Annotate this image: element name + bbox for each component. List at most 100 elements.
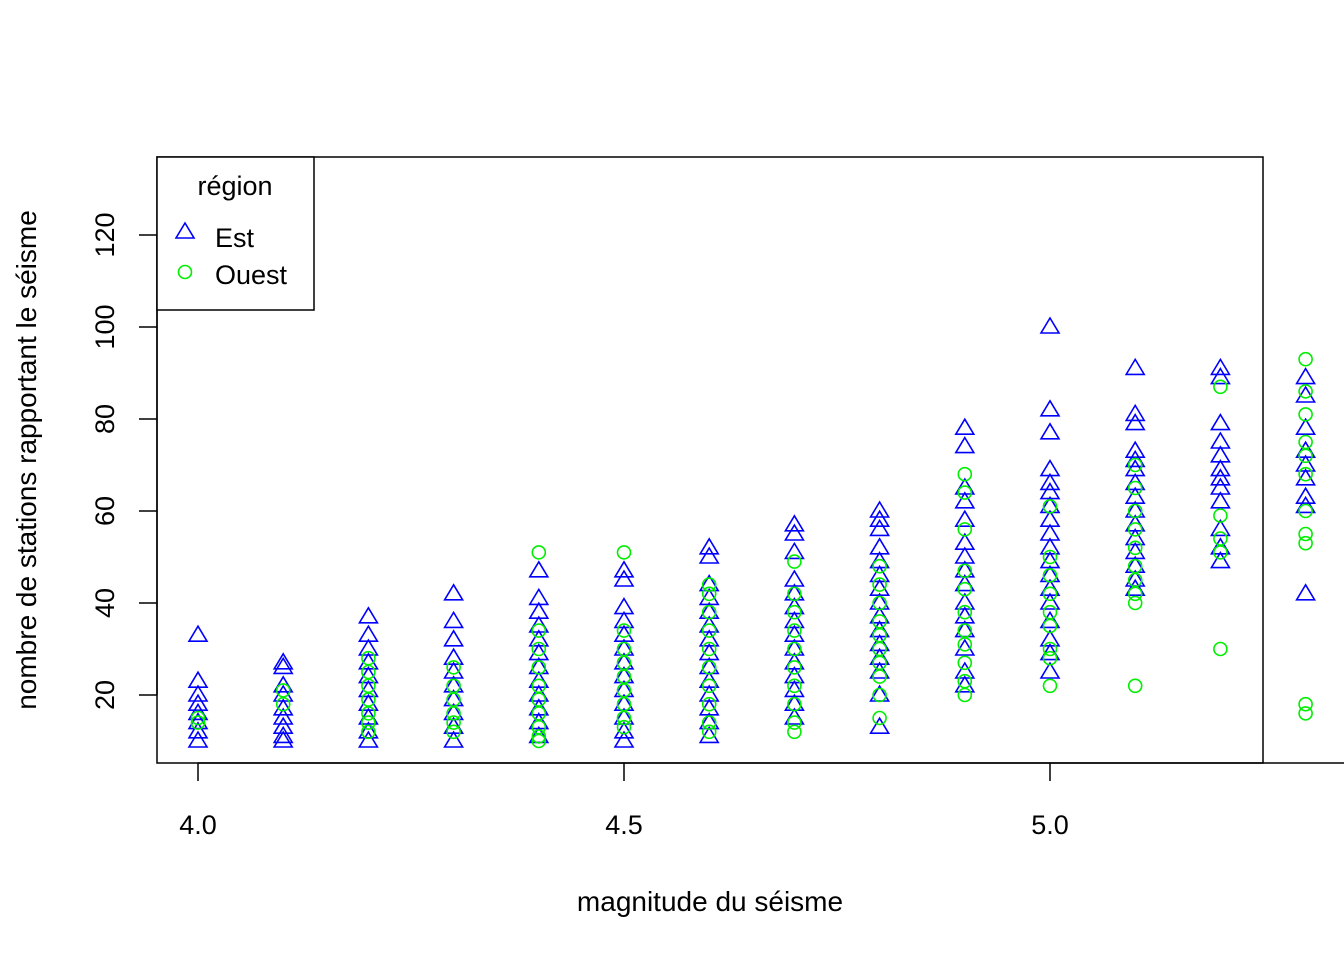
point-est (1124, 357, 1146, 376)
point-est (272, 656, 294, 675)
point-ouest (787, 554, 802, 569)
point-est (1295, 385, 1317, 403)
point-ouest (1298, 706, 1313, 721)
legend-title: région (197, 171, 272, 201)
point-ouest (1042, 549, 1058, 565)
point-est (528, 560, 550, 578)
legend: région Est Ouest (156, 156, 315, 311)
point-est (187, 702, 209, 721)
point-est (1039, 316, 1061, 334)
point-ouest (701, 724, 717, 740)
point-est (1039, 399, 1061, 417)
point-est (1295, 468, 1317, 486)
point-est (1039, 592, 1061, 610)
point-est (1209, 459, 1231, 477)
point-ouest (872, 669, 887, 684)
point-ouest (1298, 448, 1313, 464)
point-est (783, 523, 805, 541)
point-est (1039, 610, 1061, 629)
point-est (698, 725, 720, 744)
point-ouest (1127, 540, 1143, 556)
point-ouest (531, 545, 547, 560)
point-ouest (701, 586, 717, 602)
legend-box (156, 156, 315, 311)
point-ouest (1213, 379, 1228, 395)
point-ouest (1298, 503, 1313, 519)
x-axis: 4.04.55.05.56.0 (179, 762, 1344, 840)
point-est (1295, 486, 1317, 505)
point-est (1124, 440, 1146, 459)
point-est (869, 661, 891, 679)
point-ouest (787, 696, 802, 712)
point-ouest (701, 641, 717, 657)
point-est (1124, 449, 1146, 468)
point-est (1039, 643, 1061, 661)
point-ouest (872, 710, 887, 726)
point-ouest (531, 692, 547, 707)
point-ouest (872, 577, 887, 592)
point-est (954, 509, 976, 528)
point-ouest (1127, 457, 1143, 473)
legend-label-est: Est (215, 223, 255, 253)
x-axis-title: magnitude du séisme (577, 886, 843, 917)
point-est (187, 624, 209, 643)
point-ouest (616, 669, 632, 684)
point-ouest (701, 696, 717, 712)
point-ouest (787, 586, 802, 602)
point-ouest (787, 604, 802, 620)
point-ouest (1127, 480, 1143, 496)
point-ouest (1042, 618, 1058, 634)
point-ouest (446, 724, 461, 740)
point-ouest (1042, 568, 1058, 583)
point-ouest (872, 558, 887, 574)
y-tick-label: 20 (90, 680, 120, 710)
point-ouest (190, 715, 206, 730)
point-est (1124, 413, 1146, 431)
legend-label-ouest: Ouest (215, 260, 288, 290)
point-ouest (701, 604, 717, 620)
point-est (1124, 403, 1146, 422)
point-est (187, 693, 209, 712)
y-tick-label: 120 (90, 212, 120, 257)
point-est (954, 436, 976, 454)
point-est (187, 721, 209, 739)
point-ouest (1127, 522, 1143, 537)
point-est (869, 716, 891, 735)
point-est (357, 606, 379, 624)
point-ouest (616, 545, 632, 560)
point-est (1295, 417, 1317, 436)
point-ouest (1298, 384, 1313, 399)
y-tick-label: 60 (90, 496, 120, 526)
point-est (1209, 367, 1231, 385)
point-ouest (701, 715, 717, 730)
point-ouest (1042, 641, 1058, 657)
point-est (869, 518, 891, 537)
legend-marker-ouest (177, 264, 193, 280)
point-est (1209, 357, 1231, 376)
point-est (443, 610, 465, 629)
y-tick-label: 100 (90, 304, 120, 349)
point-est (187, 684, 209, 702)
point-est (954, 675, 976, 693)
point-ouest (787, 623, 802, 638)
y-axis-title: nombre de stations rapportant le séisme (11, 210, 42, 710)
point-est (1124, 578, 1146, 597)
point-est (1209, 491, 1231, 509)
point-est (187, 730, 209, 748)
point-ouest (1042, 678, 1058, 694)
point-ouest (957, 485, 973, 500)
x-tick-label: 4.0 (179, 810, 217, 840)
point-est (357, 730, 379, 748)
point-ouest (1042, 586, 1058, 602)
point-ouest (190, 710, 206, 726)
point-ouest (616, 623, 632, 638)
point-ouest (957, 655, 973, 671)
point-est (954, 574, 976, 592)
point-est (1295, 367, 1317, 385)
point-est (1295, 583, 1317, 601)
point-ouest (872, 595, 887, 611)
point-ouest (787, 660, 802, 675)
point-est (1039, 422, 1061, 440)
point-ouest (1127, 586, 1143, 602)
